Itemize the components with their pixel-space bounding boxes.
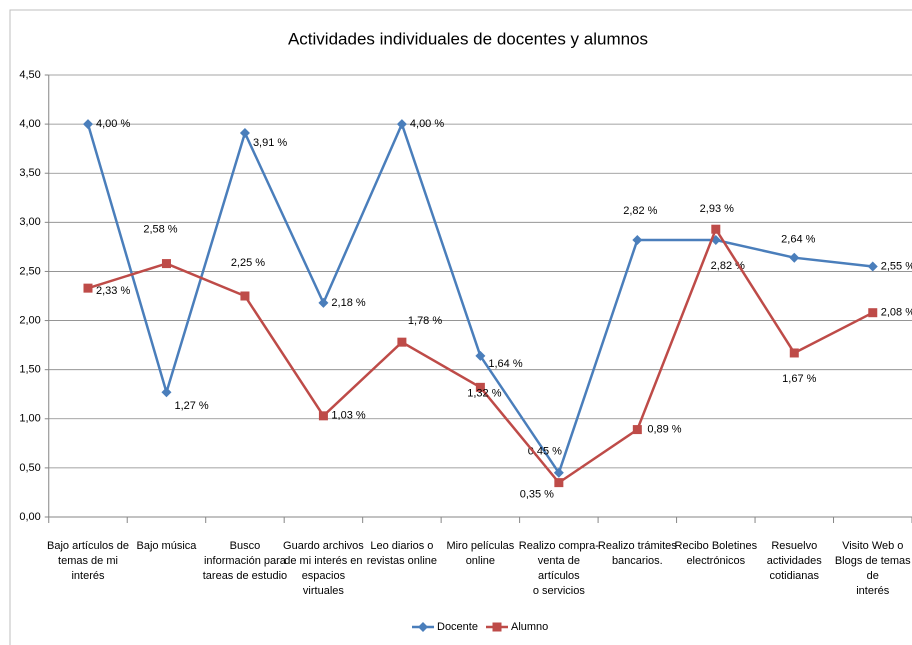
data-label: 2,25 % (231, 257, 265, 269)
data-label: 2,33 % (96, 285, 130, 297)
x-tick-label: Bajo música (136, 540, 197, 552)
y-tick-label: 3,50 (19, 167, 40, 179)
marker (418, 622, 428, 632)
y-tick-label: 4,50 (19, 69, 40, 81)
y-tick-label: 1,50 (19, 364, 40, 376)
data-label: 4,00 % (410, 118, 444, 130)
data-label: 1,03 % (331, 410, 365, 422)
y-tick-label: 3,00 (19, 216, 40, 228)
marker (475, 350, 486, 361)
data-label: 2,93 % (700, 203, 734, 215)
marker (632, 235, 643, 246)
legend-label: Alumno (511, 621, 548, 633)
y-tick-label: 2,50 (19, 265, 40, 277)
marker (161, 259, 171, 269)
data-label: 1,27 % (174, 400, 208, 412)
marker (318, 297, 329, 308)
x-tick-label: Visito Web o Blogs de temas de interés (834, 540, 911, 597)
data-label: 1,32 % (467, 387, 501, 399)
x-tick-label: Realizo trámites bancarios. (597, 540, 677, 567)
data-label: 1,78 % (408, 315, 442, 327)
x-tick-label: Recibo Boletines electrónicos (674, 540, 758, 567)
data-label: 2,58 % (143, 223, 177, 235)
legend-label: Docente (437, 621, 478, 633)
data-label: 2,64 % (781, 234, 815, 246)
marker (161, 387, 172, 398)
marker (789, 252, 800, 263)
marker (239, 127, 250, 138)
x-tick-label: Leo diarios o revistas online (366, 540, 438, 567)
marker (789, 348, 799, 358)
marker (711, 224, 721, 234)
data-label: 2,08 % (881, 307, 912, 319)
marker (397, 337, 407, 347)
marker (83, 283, 93, 293)
marker (318, 411, 328, 421)
data-label: 0,89 % (647, 423, 681, 435)
data-label: 3,91 % (253, 137, 287, 149)
x-tick-label: Guardo archivos de mi interés en espacio… (283, 540, 364, 597)
marker (475, 382, 485, 392)
marker (867, 261, 878, 272)
marker (868, 308, 878, 318)
chart-frame (9, 9, 912, 645)
data-label: 0,35 % (520, 489, 554, 501)
x-tick-label: Busco información para tareas de estudio (202, 540, 288, 582)
marker (396, 119, 407, 130)
y-tick-label: 4,00 (19, 118, 40, 130)
data-label: 1,64 % (488, 358, 522, 370)
marker (554, 478, 564, 488)
data-label: 4,00 % (96, 118, 130, 130)
y-tick-label: 2,00 (19, 314, 40, 326)
data-label: 2,55 % (881, 260, 912, 272)
marker (82, 119, 93, 130)
marker (240, 291, 250, 301)
y-tick-label: 0,50 (19, 462, 40, 474)
data-label: 2,18 % (331, 297, 365, 309)
marker (492, 622, 502, 632)
marker (553, 467, 564, 478)
x-tick-label: Realizo compra- venta de artículos o ser… (518, 540, 599, 597)
chart-title: Actividades individuales de docentes y a… (288, 29, 648, 48)
y-tick-label: 1,00 (19, 413, 40, 425)
marker (632, 425, 642, 435)
data-label: 2,82 % (623, 205, 657, 217)
data-label: 1,67 % (782, 373, 816, 385)
y-tick-label: 0,00 (19, 511, 40, 523)
x-tick-label: Resuelvo actividades cotidianas (766, 540, 822, 582)
x-tick-label: Miro películas online (446, 540, 515, 567)
x-tick-label: Bajo artículos de temas de mi interés (47, 540, 129, 582)
